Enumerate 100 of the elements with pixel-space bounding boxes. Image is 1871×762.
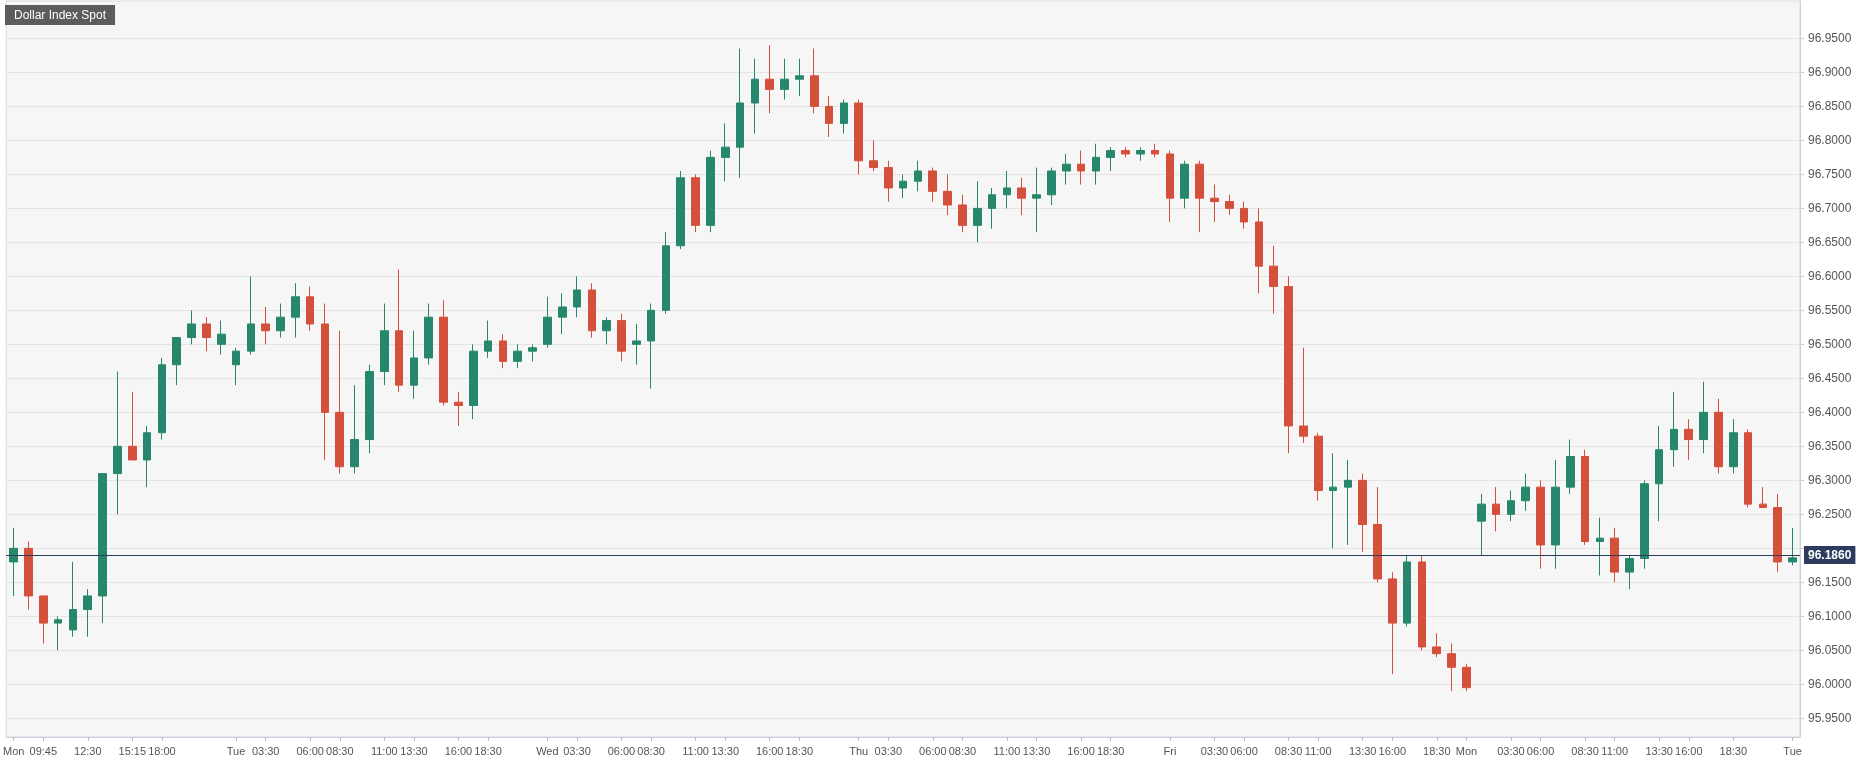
x-tick-label: 16:00 <box>1675 744 1703 757</box>
candlestick <box>617 313 626 362</box>
candlestick <box>899 173 907 199</box>
candlestick <box>988 187 996 230</box>
candlestick <box>1536 479 1545 570</box>
candlestick <box>1047 167 1056 206</box>
candlestick <box>9 527 18 597</box>
candlestick <box>528 343 537 362</box>
y-tick-label: 96.6000 <box>1808 269 1852 284</box>
candlestick <box>1166 150 1174 223</box>
candlestick <box>247 275 255 356</box>
candlestick <box>1017 177 1026 216</box>
candlestick <box>1625 554 1634 590</box>
candlestick <box>632 323 641 366</box>
candlestick <box>513 343 522 369</box>
x-tick-label: 06:00 <box>1526 744 1555 757</box>
candlestick <box>39 595 48 645</box>
x-tick-label: 08:30 <box>637 744 665 757</box>
x-tick-label: 18:00 <box>148 744 176 757</box>
candlestick <box>810 48 819 114</box>
x-tick-label: 15:15 <box>118 744 147 757</box>
candlestick <box>706 150 715 233</box>
candlestick <box>24 541 33 611</box>
text: Dollar Index Spot <box>14 8 107 22</box>
candlestick <box>469 343 478 420</box>
x-tick-label: 16:00 <box>444 744 473 757</box>
y-tick-label: 96.4000 <box>1808 405 1852 420</box>
y-tick-label: 96.3000 <box>1808 473 1852 488</box>
x-tick-label: 03:30 <box>1497 744 1525 757</box>
y-tick-label: 96.2500 <box>1808 507 1852 522</box>
candlestick <box>1714 398 1723 475</box>
candlestick <box>647 303 655 390</box>
x-tick-label: Mon <box>1455 744 1478 757</box>
candlestick <box>454 391 463 427</box>
x-tick-label: 16:00 <box>1378 744 1407 757</box>
y-tick-label: 96.7000 <box>1808 201 1852 216</box>
candlestick <box>261 306 270 345</box>
y-tick-label: 96.0500 <box>1808 643 1852 658</box>
candlestick <box>1003 170 1011 209</box>
candlestick <box>765 44 774 114</box>
x-tick-label: 18:30 <box>1423 744 1451 757</box>
candlestick <box>721 122 730 182</box>
x-tick-label: 13:30 <box>400 744 428 757</box>
candlestick <box>928 167 937 203</box>
candlestick <box>1596 517 1604 577</box>
candlestick <box>1062 153 1071 186</box>
candlestick <box>1121 146 1130 158</box>
x-tick-label: 06:00 <box>919 744 947 757</box>
x-tick-label: 03:30 <box>1200 744 1229 757</box>
candlestick <box>973 180 982 243</box>
candlestick <box>158 357 166 441</box>
candlestick <box>380 303 389 386</box>
y-tick-label: 96.7500 <box>1808 167 1852 182</box>
candlestick <box>395 269 403 393</box>
candlestick <box>1507 490 1515 522</box>
candlestick <box>1551 459 1560 570</box>
candlestick <box>217 320 226 356</box>
candlestick <box>1699 381 1708 454</box>
x-tick-label: Mon <box>2 744 25 757</box>
candlestick <box>1729 418 1738 475</box>
candlestick <box>602 316 611 345</box>
x-tick-label: Fri <box>1163 744 1177 757</box>
x-tick-label: 13:30 <box>711 744 740 757</box>
candlestick <box>291 282 300 339</box>
candlestick <box>691 173 700 233</box>
candlestick <box>232 347 240 386</box>
candlestick <box>943 173 952 216</box>
x-tick-label: 03:30 <box>874 744 903 757</box>
x-tick-label: Wed <box>536 744 559 757</box>
candlestick <box>1492 486 1500 532</box>
candlestick <box>1299 347 1308 444</box>
candlestick <box>1388 571 1397 675</box>
candlestick <box>1077 150 1085 186</box>
x-tick-label: Tue <box>226 744 246 757</box>
y-tick-label: 96.6500 <box>1808 235 1852 250</box>
candlestick <box>869 139 878 172</box>
x-tick-label: 18:30 <box>1719 744 1748 757</box>
candlestick <box>1418 554 1426 651</box>
candlestick <box>83 588 92 638</box>
candlestick <box>187 309 196 345</box>
candlestick <box>736 48 744 179</box>
candlestick <box>573 275 581 318</box>
ref-line-label: 96.1860 <box>1808 548 1852 563</box>
candlestick <box>1106 146 1115 172</box>
candlestick <box>424 303 433 366</box>
candlestick <box>1032 167 1041 233</box>
y-tick-label: 96.8500 <box>1808 99 1852 114</box>
candlestick <box>1773 493 1782 573</box>
candlestick <box>1610 527 1619 583</box>
x-tick-label: Tue <box>1783 744 1802 757</box>
x-tick-label: 16:00 <box>755 744 784 757</box>
x-tick-label: 06:00 <box>607 744 636 757</box>
candlestick <box>1092 143 1100 186</box>
candlestick <box>1788 527 1797 566</box>
x-tick-label: Thu <box>849 744 869 757</box>
x-tick-label: 03:30 <box>251 744 280 757</box>
y-tick-label: 96.9000 <box>1808 65 1852 80</box>
y-tick-label: 96.5000 <box>1808 337 1852 352</box>
candlestick <box>350 384 359 475</box>
x-tick-label: 12:30 <box>74 744 102 757</box>
